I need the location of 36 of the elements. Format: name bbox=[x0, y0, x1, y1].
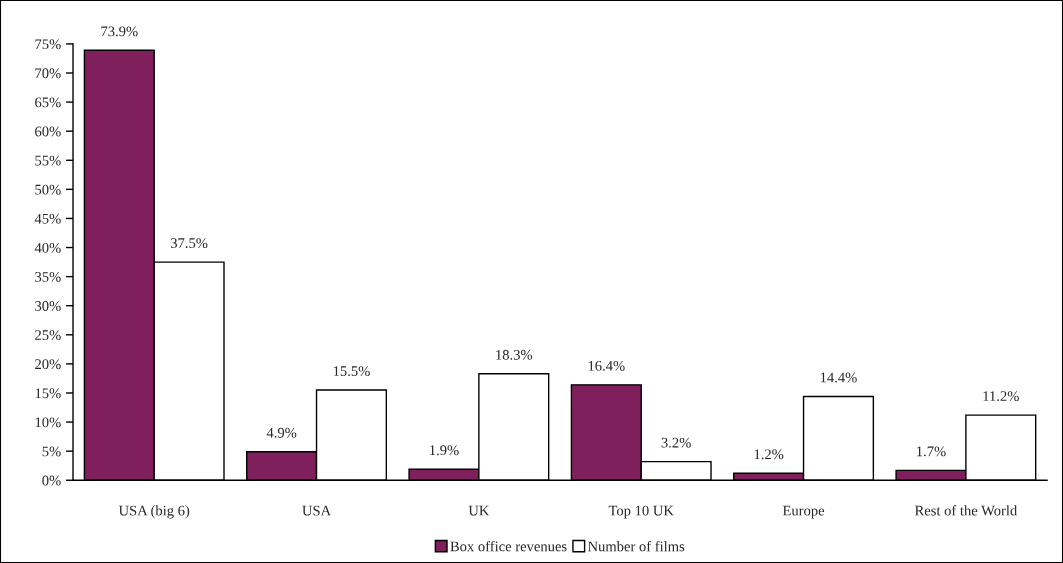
y-tick-label: 30% bbox=[35, 301, 61, 311]
y-tick-label: 50% bbox=[35, 184, 61, 195]
data-label: 37.5% bbox=[170, 238, 208, 249]
y-tick-label: 55% bbox=[35, 155, 61, 166]
data-label: 11.2% bbox=[983, 391, 1019, 402]
data-label: 18.3% bbox=[496, 349, 533, 360]
x-tick-label: USA (big 6) bbox=[118, 505, 190, 519]
legend-label: Box office revenues bbox=[450, 540, 567, 552]
data-label: 15.5% bbox=[333, 366, 370, 377]
y-tick-label: 35% bbox=[35, 271, 61, 282]
y-tick-label: 45% bbox=[34, 213, 61, 224]
data-label: 1.7% bbox=[917, 446, 946, 457]
data-label: 14.4% bbox=[820, 372, 857, 383]
y-tick-label: 20% bbox=[35, 359, 61, 370]
x-tick-label: Top 10 UK bbox=[608, 505, 674, 519]
data-label: 1.9% bbox=[430, 445, 459, 456]
x-tick-label: Europe bbox=[782, 505, 825, 519]
y-tick-label: 65% bbox=[35, 97, 61, 108]
data-label: 16.4% bbox=[588, 360, 625, 371]
y-tick-label: 60% bbox=[35, 126, 61, 137]
x-tick-label: USA bbox=[302, 505, 332, 516]
data-label: 3.2% bbox=[661, 437, 691, 448]
y-tick-label: 40% bbox=[34, 242, 61, 253]
data-label: 73.9% bbox=[101, 26, 138, 37]
y-tick-label: 0% bbox=[42, 475, 61, 486]
y-tick-label: 15% bbox=[35, 388, 61, 399]
y-tick-label: 10% bbox=[35, 417, 61, 428]
data-label: 4.9% bbox=[266, 427, 297, 438]
y-tick-label: 70% bbox=[35, 68, 61, 79]
data-label: 1.2% bbox=[754, 449, 784, 460]
x-tick-label: Rest of the World bbox=[914, 505, 1018, 516]
y-tick-label: 25% bbox=[35, 330, 61, 341]
y-tick-label: 5% bbox=[42, 446, 61, 457]
x-tick-label: UK bbox=[468, 505, 490, 516]
legend-label: Number of films bbox=[587, 540, 685, 552]
y-tick-label: 75% bbox=[35, 39, 61, 50]
